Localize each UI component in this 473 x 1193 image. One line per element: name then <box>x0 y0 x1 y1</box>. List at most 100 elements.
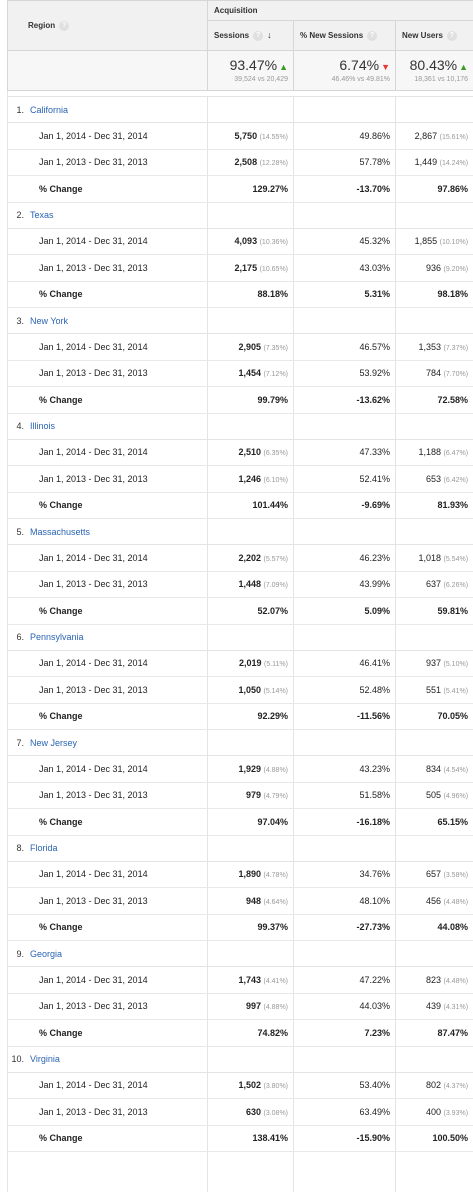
sessions-change-cell: 101.44% <box>207 492 294 519</box>
new-users-value: 784 <box>425 368 441 379</box>
new-users-change: 44.08% <box>437 922 469 933</box>
sessions-cell: 1,448 (7.09%) <box>207 571 294 598</box>
region-name-cell: 4. Illinois <box>7 412 208 440</box>
region-header-label: Region <box>28 20 56 30</box>
new-sessions-cell: 43.23% <box>293 755 396 783</box>
new-users-value: 400 <box>425 1106 441 1117</box>
percent-change-row: % Change 74.82% 7.23% 87.47% <box>7 1019 473 1047</box>
new-users-percent: (4.54%) <box>443 766 469 774</box>
new-sessions-cell: 51.58% <box>293 782 396 809</box>
date-range-row: Jan 1, 2013 - Dec 31, 2013 1,246 (6.10%) 5… <box>7 465 473 493</box>
region-row: 1. California <box>7 96 473 123</box>
summary-new-sessions-compare: 46.46% vs 49.81% <box>331 75 390 83</box>
sessions-cell: 630 (3.08%) <box>207 1098 294 1126</box>
date-range-cell: Jan 1, 2014 - Dec 31, 2014 <box>7 755 208 783</box>
new-users-value: 937 <box>425 658 441 669</box>
region-empty-cell <box>394 1045 473 1073</box>
sessions-header-label: Sessions <box>214 31 250 41</box>
percent-change-label: % Change <box>39 394 83 405</box>
region-row: 10. Virginia <box>7 1045 473 1073</box>
sessions-value: 2,510 <box>238 447 261 458</box>
sessions-value: 2,175 <box>234 262 258 273</box>
sessions-change-cell: 99.37% <box>207 914 294 941</box>
date-range-row: Jan 1, 2013 - Dec 31, 2013 630 (3.08%) 63.… <box>7 1098 473 1126</box>
new-sessions-value: 44.03% <box>359 1001 390 1012</box>
new-users-cell: 2,867 (15.61%) <box>394 122 473 150</box>
new-users-change: 98.18% <box>437 289 469 300</box>
date-range-label: Jan 1, 2014 - Dec 31, 2014 <box>39 1080 148 1091</box>
region-link[interactable]: Illinois <box>30 421 56 431</box>
new-sessions-value: 51.58% <box>359 790 390 801</box>
region-row: 2. Texas <box>7 201 473 229</box>
help-icon[interactable]: ? <box>367 30 378 41</box>
new-sessions-change: 7.23% <box>364 1027 390 1038</box>
new-sessions-change: -13.70% <box>356 183 390 194</box>
new-users-value: 1,353 <box>418 341 441 352</box>
region-empty-cell <box>207 518 294 545</box>
region-column-header[interactable]: Region? <box>7 0 208 51</box>
help-icon[interactable]: ? <box>446 30 457 41</box>
region-link[interactable]: Florida <box>30 843 58 853</box>
new-sessions-change-cell: 7.23% <box>293 1019 396 1047</box>
sessions-change: 101.44% <box>252 500 288 511</box>
new-sessions-column-header[interactable]: % New Sessions? <box>293 20 396 51</box>
sort-descending-icon[interactable]: ↓ <box>267 30 272 41</box>
region-link[interactable]: Massachusetts <box>30 526 91 537</box>
region-link[interactable]: California <box>30 104 69 115</box>
region-link[interactable]: New York <box>30 315 69 326</box>
region-index: 5. <box>16 526 24 537</box>
new-users-value: 802 <box>425 1080 441 1091</box>
new-sessions-value: 47.22% <box>359 974 390 985</box>
summary-row: 93.47% ▲ 39,524 vs 20,429 6.74% ▼ 46.46% v… <box>7 50 473 91</box>
region-link[interactable]: Virginia <box>30 1054 60 1064</box>
new-users-change: 100.50% <box>432 1133 469 1144</box>
new-users-cell: 653 (6.42%) <box>394 465 473 493</box>
sessions-column-header[interactable]: Sessions? ↓ <box>207 20 294 51</box>
new-users-column-header[interactable]: New Users? <box>394 20 473 51</box>
region-empty-cell <box>293 518 396 545</box>
sessions-change-cell: 88.18% <box>207 281 294 308</box>
sessions-cell: 1,502 (3.80%) <box>207 1072 294 1099</box>
trend-up-icon: ▲ <box>459 61 469 72</box>
date-range-label: Jan 1, 2014 - Dec 31, 2014 <box>39 552 148 563</box>
percent-change-label: % Change <box>39 183 83 194</box>
new-users-value: 1,855 <box>414 236 438 247</box>
new-users-value: 834 <box>425 763 441 774</box>
new-sessions-value: 47.33% <box>359 447 390 458</box>
date-range-label: Jan 1, 2013 - Dec 31, 2013 <box>39 579 148 590</box>
new-users-percent: (7.37%) <box>443 344 469 352</box>
region-link[interactable]: New Jersey <box>30 737 78 748</box>
percent-change-label-cell: % Change <box>7 1019 208 1047</box>
help-icon[interactable]: ? <box>253 30 264 41</box>
new-sessions-value: 46.41% <box>359 658 390 669</box>
new-users-change-cell: 70.05% <box>394 703 473 730</box>
region-empty-cell <box>394 412 473 440</box>
percent-change-label-cell: % Change <box>7 1125 208 1152</box>
new-users-percent: (5.54%) <box>443 555 469 563</box>
help-icon[interactable]: ? <box>59 20 70 31</box>
percent-change-row: % Change 92.29% -11.56% 70.05% <box>7 703 473 730</box>
region-link[interactable]: Pennsylvania <box>30 632 84 642</box>
date-range-label: Jan 1, 2014 - Dec 31, 2014 <box>39 974 148 985</box>
new-sessions-cell: 48.10% <box>293 887 396 915</box>
date-range-row: Jan 1, 2014 - Dec 31, 2014 2,510 (6.35%) 4… <box>7 439 473 466</box>
date-range-cell: Jan 1, 2014 - Dec 31, 2014 <box>7 1072 208 1099</box>
new-sessions-value: 43.99% <box>359 579 390 590</box>
new-users-cell: 802 (4.37%) <box>394 1072 473 1099</box>
new-sessions-value: 53.92% <box>359 368 390 379</box>
region-link[interactable]: Georgia <box>30 948 63 959</box>
new-sessions-cell: 45.32% <box>293 228 396 255</box>
sessions-value: 1,448 <box>238 579 261 590</box>
region-link[interactable]: Texas <box>30 210 54 220</box>
new-sessions-value: 63.49% <box>359 1106 390 1117</box>
sessions-percent: (12.28%) <box>259 160 288 168</box>
new-sessions-value: 49.86% <box>359 130 390 141</box>
region-name-cell: 1. California <box>7 96 208 123</box>
date-range-row: Jan 1, 2013 - Dec 31, 2013 2,508 (12.28%)… <box>7 149 473 176</box>
new-users-percent: (4.37%) <box>443 1083 469 1091</box>
new-users-change-cell: 81.93% <box>394 492 473 519</box>
new-users-cell: 937 (5.10%) <box>394 650 473 677</box>
date-range-row: Jan 1, 2013 - Dec 31, 2013 2,175 (10.65%)… <box>7 254 473 282</box>
summary-sessions-value: 93.47% <box>229 56 278 73</box>
sessions-percent: (4.88%) <box>263 1004 288 1012</box>
